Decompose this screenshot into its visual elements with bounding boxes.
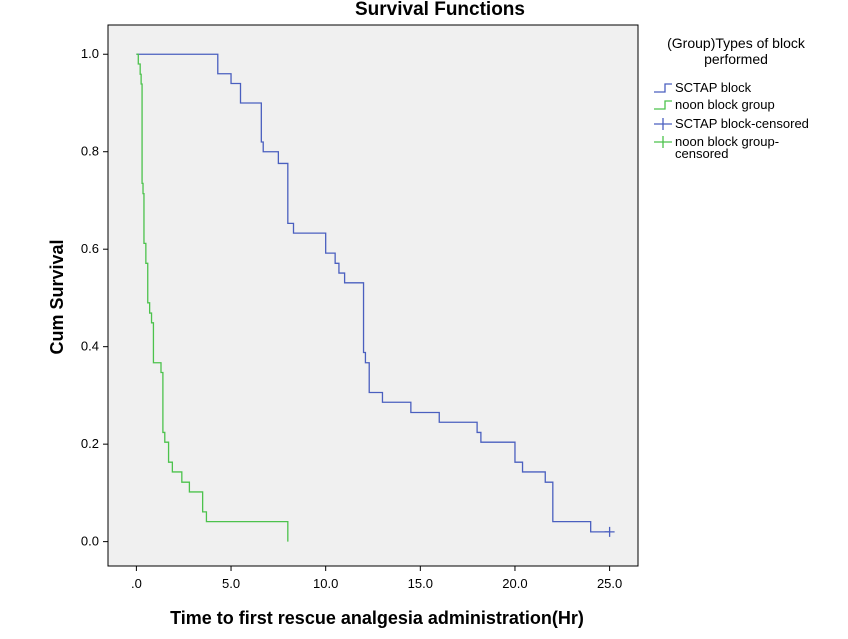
y-axis-title: Cum Survival [47, 239, 67, 354]
legend-label: noon block group- [675, 134, 779, 149]
y-tick-label: 0.6 [81, 241, 99, 256]
legend-symbol [654, 83, 672, 93]
x-tick-label: .0 [131, 576, 142, 591]
legend-title: performed [704, 51, 768, 67]
legend-label: SCTAP block-censored [675, 116, 809, 131]
legend-label: SCTAP block [675, 80, 752, 95]
y-axis: 0.0 0.2 0.4 0.6 0.8 1.0 [81, 46, 108, 549]
legend-symbol [654, 136, 672, 148]
legend-label: censored [675, 146, 728, 161]
y-tick-label: 0.4 [81, 339, 99, 354]
y-tick-label: 1.0 [81, 46, 99, 61]
x-tick-label: 5.0 [222, 576, 240, 591]
series-layer [136, 53, 615, 542]
series-line-1 [136, 53, 610, 533]
x-tick-label: 25.0 [597, 576, 622, 591]
legend-symbol [654, 118, 672, 130]
x-tick-label: 20.0 [502, 576, 527, 591]
plot-area [107, 24, 639, 567]
legend-symbol [654, 100, 672, 110]
legend-title: (Group)Types of block [667, 35, 806, 51]
series-line-2 [136, 53, 289, 542]
chart-title: Survival Functions [355, 0, 525, 20]
y-tick-label: 0.0 [81, 534, 99, 549]
x-tick-label: 15.0 [408, 576, 433, 591]
legend-label: noon block group [675, 97, 775, 112]
y-tick-label: 0.2 [81, 436, 99, 451]
x-axis-title: Time to first rescue analgesia administr… [170, 608, 584, 628]
x-axis: .0 5.0 10.0 15.0 20.0 25.0 [131, 566, 622, 591]
x-tick-label: 10.0 [313, 576, 338, 591]
y-tick-label: 0.8 [81, 144, 99, 159]
censored-marker [604, 526, 615, 537]
